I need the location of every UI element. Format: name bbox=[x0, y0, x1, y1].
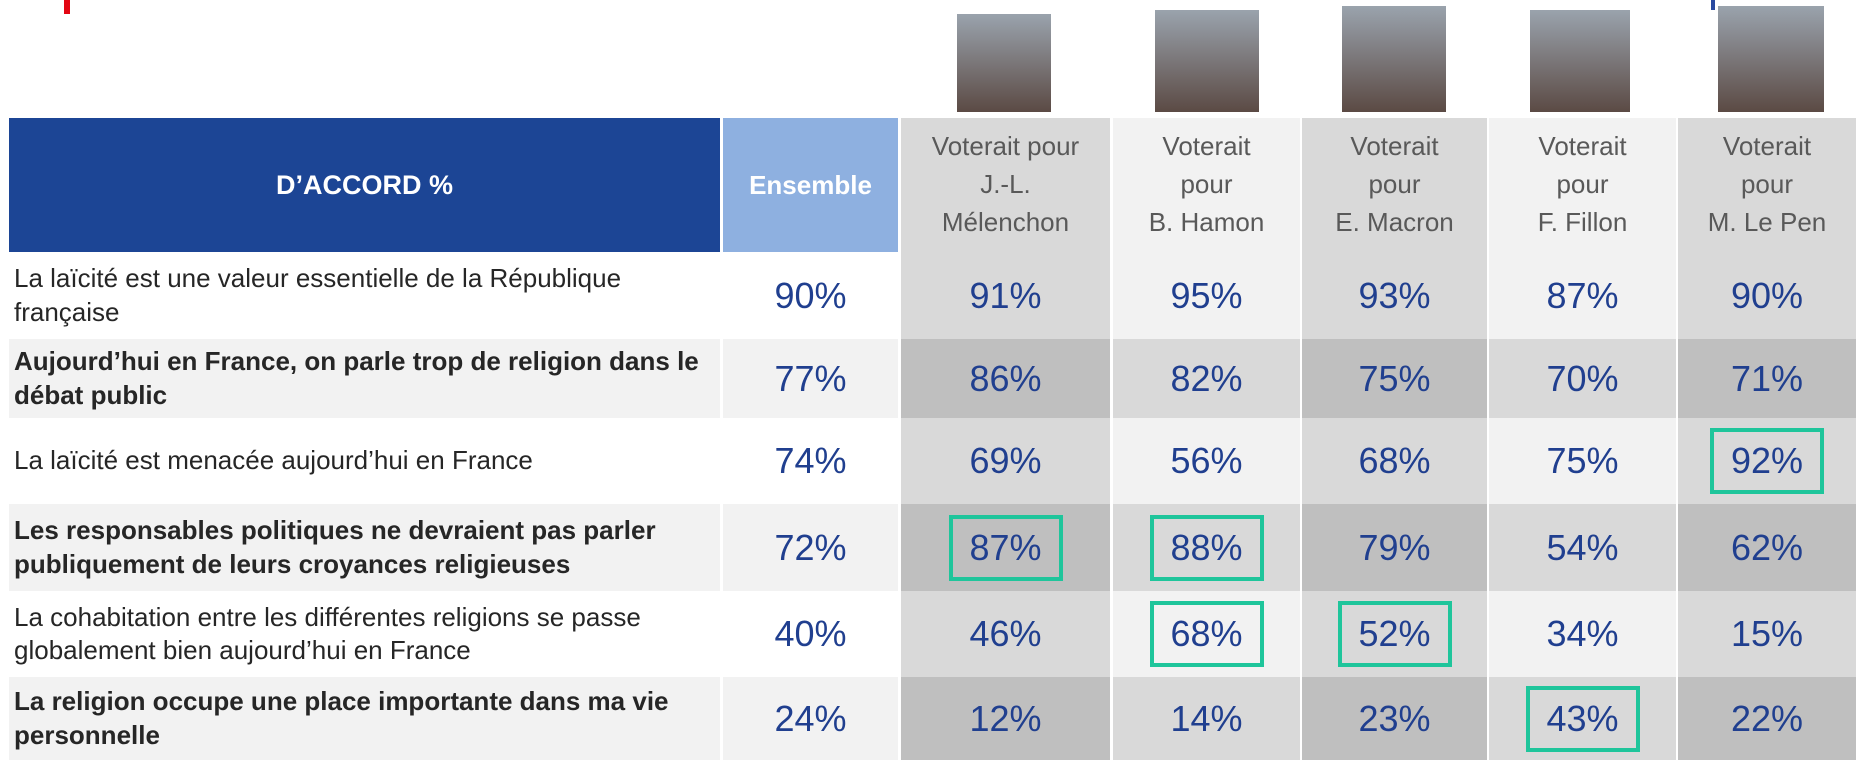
value-cell: 69% bbox=[901, 418, 1110, 504]
value-cell: 62% bbox=[1678, 504, 1856, 591]
value-cell: 71% bbox=[1678, 339, 1856, 418]
highlight-box bbox=[1710, 428, 1824, 494]
column-header: Voterait pour M. Le Pen bbox=[1678, 118, 1856, 252]
value-cell: 79% bbox=[1302, 504, 1487, 591]
row-label: La laïcité est une valeur essentielle de… bbox=[9, 252, 720, 339]
value-cell: 40% bbox=[723, 591, 898, 677]
value-cell: 14% bbox=[1113, 677, 1300, 760]
value-cell: 24% bbox=[723, 677, 898, 760]
row-label: La cohabitation entre les différentes re… bbox=[9, 591, 720, 677]
value-cell: 15% bbox=[1678, 591, 1856, 677]
value-cell: 82% bbox=[1113, 339, 1300, 418]
value-cell: 93% bbox=[1302, 252, 1487, 339]
value-cell: 86% bbox=[901, 339, 1110, 418]
value-cell: 56% bbox=[1113, 418, 1300, 504]
row-label: La religion occupe une place importante … bbox=[9, 677, 720, 760]
red-mark bbox=[64, 0, 70, 14]
value-cell: 68% bbox=[1302, 418, 1487, 504]
value-cell: 92% bbox=[1678, 418, 1856, 504]
value-cell: 74% bbox=[723, 418, 898, 504]
value-cell: 52% bbox=[1302, 591, 1487, 677]
highlight-box bbox=[1525, 685, 1640, 752]
highlight-box bbox=[948, 514, 1063, 581]
value-cell: 12% bbox=[901, 677, 1110, 760]
value-cell: 75% bbox=[1302, 339, 1487, 418]
column-header: Voterait pour F. Fillon bbox=[1489, 118, 1676, 252]
value-cell: 95% bbox=[1113, 252, 1300, 339]
highlight-box bbox=[1149, 514, 1264, 581]
value-cell: 77% bbox=[723, 339, 898, 418]
value-cell: 75% bbox=[1489, 418, 1676, 504]
highlight-box bbox=[1337, 601, 1452, 667]
value-cell: 90% bbox=[1678, 252, 1856, 339]
value-cell: 90% bbox=[723, 252, 898, 339]
candidate-photo bbox=[1530, 10, 1630, 112]
value-cell: 87% bbox=[1489, 252, 1676, 339]
column-header: Voterait pour B. Hamon bbox=[1113, 118, 1300, 252]
blue-mark bbox=[1711, 0, 1715, 10]
value-cell: 34% bbox=[1489, 591, 1676, 677]
value-cell: 43% bbox=[1489, 677, 1676, 760]
value-cell: 54% bbox=[1489, 504, 1676, 591]
value-cell: 23% bbox=[1302, 677, 1487, 760]
value-cell: 70% bbox=[1489, 339, 1676, 418]
value-cell: 68% bbox=[1113, 591, 1300, 677]
highlight-box bbox=[1149, 601, 1264, 667]
value-cell: 22% bbox=[1678, 677, 1856, 760]
candidate-photo bbox=[1342, 6, 1446, 112]
value-cell: 46% bbox=[901, 591, 1110, 677]
candidate-photo bbox=[1718, 6, 1824, 112]
candidate-photo bbox=[957, 14, 1051, 112]
row-label: Aujourd’hui en France, on parle trop de … bbox=[9, 339, 720, 418]
candidate-photo bbox=[1155, 10, 1259, 112]
column-header: Voterait pour E. Macron bbox=[1302, 118, 1487, 252]
value-cell: 91% bbox=[901, 252, 1110, 339]
row-label: Les responsables politiques ne devraient… bbox=[9, 504, 720, 591]
value-cell: 72% bbox=[723, 504, 898, 591]
row-label: La laïcité est menacée aujourd’hui en Fr… bbox=[9, 418, 720, 504]
column-header: Voterait pour J.-L. Mélenchon bbox=[901, 118, 1110, 252]
header-title: D’ACCORD % bbox=[9, 118, 720, 252]
column-header: Ensemble bbox=[723, 118, 898, 252]
